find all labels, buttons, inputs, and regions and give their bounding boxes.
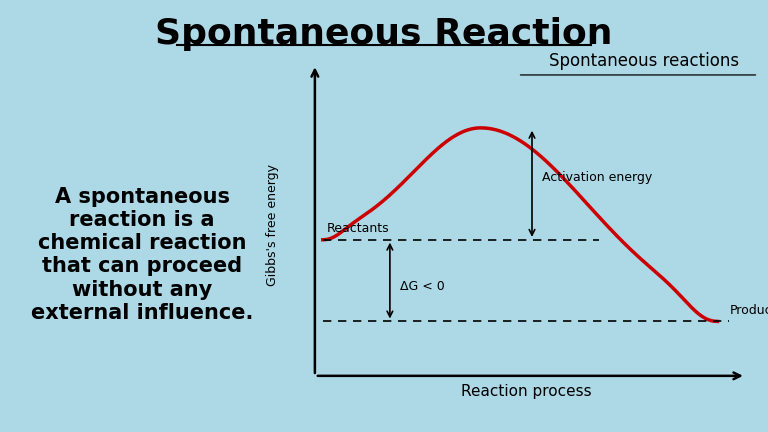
Text: ΔG < 0: ΔG < 0 xyxy=(400,280,445,293)
Text: Products: Products xyxy=(730,304,768,317)
X-axis label: Reaction process: Reaction process xyxy=(461,384,591,399)
Text: Spontaneous Reaction: Spontaneous Reaction xyxy=(155,17,613,51)
Text: Reactants: Reactants xyxy=(326,222,389,235)
Text: Gibbs's free energy: Gibbs's free energy xyxy=(266,164,279,286)
Text: A spontaneous
reaction is a
chemical reaction
that can proceed
without any
exter: A spontaneous reaction is a chemical rea… xyxy=(31,187,253,323)
Text: Activation energy: Activation energy xyxy=(542,171,652,184)
Text: Spontaneous reactions: Spontaneous reactions xyxy=(549,52,740,70)
